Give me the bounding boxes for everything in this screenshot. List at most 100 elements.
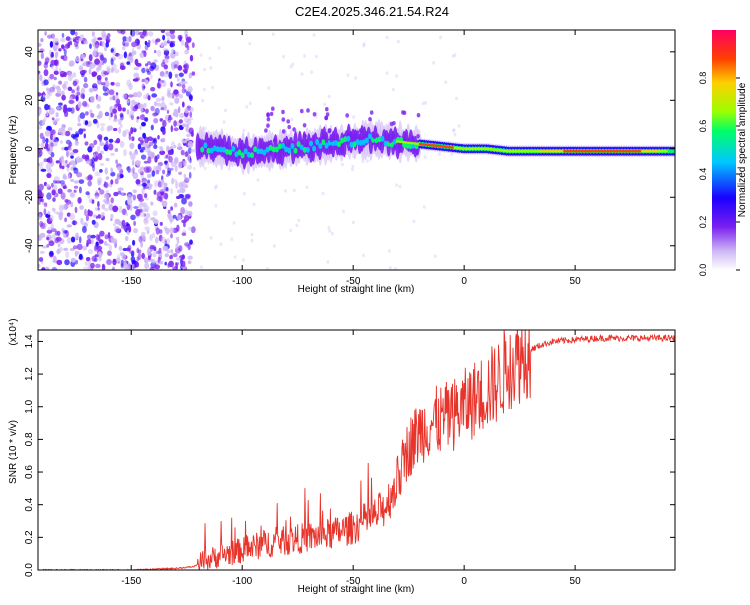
noise-speck: [46, 192, 52, 200]
noise-speck: [38, 263, 41, 268]
noise-speck: [133, 72, 140, 79]
noise-speck: [105, 176, 110, 180]
noise-speck: [230, 237, 234, 241]
noise-speck: [351, 164, 355, 169]
noise-speck: [122, 93, 128, 100]
ridge-blob: [324, 115, 329, 121]
noise-speck: [181, 123, 187, 128]
noise-speck: [174, 51, 179, 57]
noise-speck: [188, 146, 192, 154]
noise-speck: [217, 46, 221, 50]
ridge-core: [302, 146, 307, 153]
noise-speck: [151, 259, 156, 264]
noise-speck: [164, 253, 169, 258]
noise-speck: [187, 260, 192, 265]
noise-speck: [112, 95, 116, 101]
noise-speck: [97, 201, 100, 208]
ridge-peak: [574, 149, 579, 153]
noise-speck: [175, 262, 178, 269]
ridge-peak: [410, 141, 414, 145]
noise-speck: [59, 156, 64, 164]
noise-speck: [168, 155, 173, 163]
noise-speck: [142, 142, 147, 148]
noise-speck: [155, 250, 162, 254]
noise-speck: [183, 64, 188, 69]
ridge-blob: [327, 129, 332, 134]
noise-speck: [107, 33, 111, 38]
noise-speck: [121, 191, 124, 196]
noise-speck: [61, 90, 65, 96]
noise-speck: [97, 153, 103, 161]
noise-speck: [174, 97, 180, 104]
noise-speck: [142, 132, 147, 139]
noise-speck: [108, 143, 114, 151]
noise-speck: [188, 117, 193, 121]
ridge-blob: [271, 106, 275, 111]
ridge-blob: [269, 111, 274, 117]
noise-speck: [178, 245, 183, 252]
noise-speck: [144, 205, 150, 213]
noise-speck: [164, 192, 169, 200]
noise-speck: [51, 117, 55, 121]
noise-speck: [176, 224, 180, 232]
noise-speck: [157, 164, 161, 170]
noise-speck: [142, 30, 147, 37]
noise-speck: [366, 159, 370, 163]
noise-speck: [421, 101, 425, 106]
noise-speck: [115, 82, 121, 87]
noise-speck: [58, 102, 63, 106]
noise-speck: [66, 150, 69, 158]
ridge-core: [380, 135, 385, 142]
noise-speck: [54, 211, 59, 214]
noise-speck: [184, 107, 189, 114]
noise-speck: [116, 173, 122, 180]
colorbar-tick-label: 0.8: [698, 72, 708, 85]
noise-speck: [110, 179, 114, 185]
noise-speck: [297, 218, 301, 223]
noise-speck: [40, 52, 45, 59]
ridge-core: [358, 139, 363, 146]
noise-speck: [141, 121, 146, 127]
noise-speck: [83, 83, 89, 89]
ridge-core: [284, 146, 289, 153]
ridge-blob: [352, 134, 357, 139]
noise-speck: [143, 94, 147, 100]
noise-speck: [133, 206, 139, 209]
noise-speck: [166, 237, 170, 245]
noise-speck: [81, 73, 85, 78]
noise-speck: [123, 51, 128, 59]
ridge-peak: [476, 147, 481, 151]
noise-speck: [92, 50, 97, 57]
noise-speck: [68, 62, 75, 67]
noise-speck: [139, 211, 145, 217]
noise-speck: [38, 235, 41, 241]
colorbar-tick-label: 0.6: [698, 120, 708, 133]
ridge-blob: [264, 128, 268, 133]
noise-speck: [83, 221, 88, 226]
noise-speck: [161, 182, 168, 190]
noise-speck: [113, 191, 119, 197]
noise-speck: [96, 104, 101, 109]
noise-speck: [49, 133, 54, 141]
noise-speck: [141, 187, 145, 195]
noise-speck: [94, 171, 101, 177]
x-tick-label: 50: [570, 576, 582, 587]
noise-speck: [172, 214, 177, 219]
noise-speck: [110, 58, 114, 66]
noise-speck: [438, 152, 441, 156]
noise-speck: [96, 95, 102, 102]
ridge-peak: [519, 149, 524, 153]
noise-speck: [150, 105, 155, 112]
noise-speck: [55, 236, 62, 242]
spectrogram-frame: [37, 29, 676, 271]
noise-speck: [185, 34, 188, 41]
noise-speck: [86, 160, 91, 165]
noise-speck: [52, 255, 57, 263]
ridge-peak: [499, 149, 504, 152]
noise-speck: [99, 163, 105, 166]
noise-speck: [144, 262, 150, 270]
ridge-peak: [560, 149, 564, 153]
noise-speck: [174, 89, 180, 98]
noise-speck: [70, 155, 74, 159]
noise-speck: [190, 148, 196, 153]
